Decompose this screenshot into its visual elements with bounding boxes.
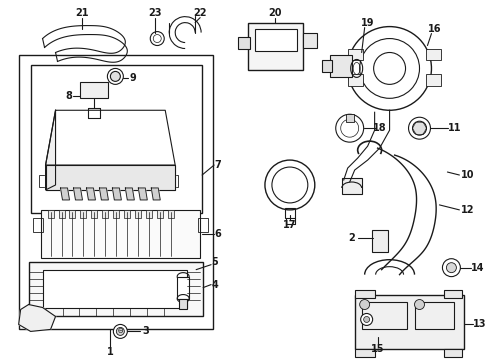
Text: 4: 4 <box>211 280 218 289</box>
Polygon shape <box>45 110 175 165</box>
Bar <box>19 55 213 329</box>
Text: 20: 20 <box>267 8 281 18</box>
Polygon shape <box>61 188 69 200</box>
Bar <box>414 302 453 329</box>
Bar <box>81 82 108 98</box>
Bar <box>168 210 174 218</box>
Text: 14: 14 <box>469 263 483 273</box>
Bar <box>31 66 202 213</box>
Circle shape <box>446 263 455 273</box>
Bar <box>426 75 441 86</box>
Text: Θ: Θ <box>118 328 123 334</box>
Polygon shape <box>45 165 175 190</box>
Circle shape <box>113 324 127 338</box>
Bar <box>47 210 53 218</box>
Circle shape <box>412 121 426 135</box>
Bar <box>341 178 361 194</box>
Bar <box>91 210 97 218</box>
Bar <box>29 262 203 316</box>
Text: 19: 19 <box>360 18 374 28</box>
Polygon shape <box>99 188 108 200</box>
Bar <box>371 230 387 252</box>
Bar <box>135 210 141 218</box>
Text: 6: 6 <box>214 229 221 239</box>
Bar <box>168 175 178 187</box>
Bar <box>124 210 130 218</box>
Text: 5: 5 <box>211 257 218 267</box>
Circle shape <box>363 316 369 323</box>
Polygon shape <box>112 188 121 200</box>
Text: 10: 10 <box>460 170 473 180</box>
Text: 18: 18 <box>372 123 386 133</box>
Polygon shape <box>86 188 95 200</box>
Bar <box>238 37 249 49</box>
Bar <box>444 349 462 357</box>
Bar <box>81 210 86 218</box>
Circle shape <box>372 231 386 245</box>
Bar <box>354 294 464 349</box>
Circle shape <box>414 300 424 310</box>
Polygon shape <box>45 110 56 190</box>
Text: 21: 21 <box>76 8 89 18</box>
Text: 7: 7 <box>214 160 221 170</box>
Bar <box>426 49 441 60</box>
Bar <box>33 218 42 232</box>
Text: 2: 2 <box>347 233 354 243</box>
Polygon shape <box>125 188 134 200</box>
Polygon shape <box>138 188 147 200</box>
Circle shape <box>110 71 120 81</box>
Circle shape <box>442 259 459 276</box>
Bar <box>157 210 163 218</box>
Text: 12: 12 <box>460 205 473 215</box>
Text: 3: 3 <box>142 327 148 336</box>
Bar <box>179 298 187 309</box>
Polygon shape <box>73 188 82 200</box>
Bar <box>59 210 64 218</box>
Bar <box>177 276 189 298</box>
Bar <box>329 55 351 77</box>
Bar <box>285 208 294 218</box>
Text: 1: 1 <box>107 347 114 357</box>
Text: 16: 16 <box>427 24 440 33</box>
Bar <box>39 175 48 187</box>
Bar <box>444 289 462 298</box>
Text: 15: 15 <box>370 345 384 354</box>
Bar <box>42 270 187 307</box>
Circle shape <box>359 300 369 310</box>
Bar <box>198 218 208 232</box>
Text: 11: 11 <box>447 123 460 133</box>
Bar <box>41 210 200 258</box>
Polygon shape <box>151 188 160 200</box>
Polygon shape <box>19 305 56 332</box>
Text: 8: 8 <box>65 91 72 101</box>
Bar <box>347 75 362 86</box>
Text: 22: 22 <box>193 8 206 18</box>
Text: 23: 23 <box>148 8 162 18</box>
Bar <box>254 28 296 50</box>
Bar <box>354 289 374 298</box>
Bar <box>113 210 119 218</box>
Bar <box>354 349 374 357</box>
Bar <box>347 49 362 60</box>
Bar <box>102 210 108 218</box>
Bar <box>345 114 353 122</box>
Bar <box>361 302 406 329</box>
Bar <box>302 32 316 48</box>
Circle shape <box>116 328 124 336</box>
Text: 9: 9 <box>130 73 137 84</box>
Bar <box>146 210 152 218</box>
Text: 13: 13 <box>471 319 485 329</box>
Bar <box>247 23 302 71</box>
Bar <box>321 60 331 72</box>
Circle shape <box>360 314 372 325</box>
Bar <box>69 210 75 218</box>
Text: 17: 17 <box>283 220 296 230</box>
